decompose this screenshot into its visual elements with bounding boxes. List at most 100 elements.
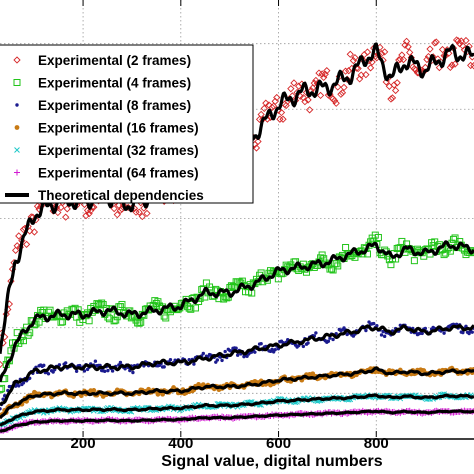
marker-diamond-open bbox=[423, 55, 431, 64]
marker-diamond-open bbox=[391, 86, 400, 95]
marker-square-open bbox=[118, 300, 126, 308]
theoretical-line bbox=[0, 366, 474, 420]
marker-dot bbox=[382, 334, 387, 339]
marker-dot bbox=[234, 346, 238, 350]
marker-square-open bbox=[160, 312, 168, 320]
marker-square-open bbox=[98, 299, 106, 307]
marker-diamond-open bbox=[260, 104, 268, 113]
marker-diamond-open bbox=[30, 228, 39, 236]
x-tick-label: 800 bbox=[364, 435, 389, 452]
marker-dot bbox=[162, 365, 166, 369]
marker-square-open bbox=[410, 257, 418, 265]
marker-diamond-open bbox=[12, 246, 20, 254]
marker-diamond-open bbox=[132, 208, 140, 216]
marker-dot bbox=[42, 363, 46, 368]
legend-label: Experimental (64 frames) bbox=[38, 166, 199, 181]
marker-dot bbox=[375, 323, 379, 328]
marker-dot bbox=[106, 368, 110, 373]
marker-diamond-open bbox=[366, 64, 375, 72]
marker-dot bbox=[103, 369, 107, 373]
marker-square-open bbox=[5, 357, 13, 365]
legend-marker bbox=[15, 103, 19, 107]
legend-marker bbox=[13, 56, 21, 64]
marker-dot bbox=[273, 347, 277, 352]
marker-diamond-open bbox=[138, 212, 146, 221]
marker-diamond-open bbox=[362, 71, 370, 79]
marker-diamond-open bbox=[265, 101, 273, 109]
marker-diamond-open bbox=[63, 205, 71, 213]
marker-diamond-open bbox=[381, 48, 389, 56]
theoretical-line bbox=[0, 324, 474, 407]
marker-diamond-open bbox=[402, 37, 411, 45]
marker-diamond-open bbox=[312, 76, 320, 85]
marker-diamond-open bbox=[448, 61, 456, 69]
marker-diamond-open bbox=[276, 115, 284, 123]
marker-dot bbox=[270, 347, 274, 351]
marker-diamond-open bbox=[273, 93, 281, 102]
marker-diamond-open bbox=[279, 115, 287, 123]
series-4 bbox=[0, 365, 474, 420]
legend-entry: Experimental (32 frames) bbox=[14, 143, 199, 158]
series-2 bbox=[0, 231, 474, 394]
marker-diamond-open bbox=[295, 82, 303, 90]
marker-dot bbox=[259, 342, 263, 346]
marker-square-open bbox=[104, 313, 112, 321]
marker-dot bbox=[192, 362, 196, 366]
marker-dot bbox=[301, 344, 306, 349]
marker-dot bbox=[306, 341, 310, 345]
legend-entry: Theoretical dependencies bbox=[5, 188, 204, 203]
marker-diamond-open bbox=[57, 203, 65, 212]
marker-square-open bbox=[85, 317, 93, 325]
marker-diamond-open bbox=[431, 39, 439, 47]
legend-marker bbox=[14, 169, 20, 176]
marker-square-open bbox=[334, 262, 342, 270]
marker-diamond-open bbox=[268, 103, 276, 112]
legend-entry: Experimental (8 frames) bbox=[15, 98, 191, 113]
marker-diamond-open bbox=[452, 36, 461, 44]
marker-dot bbox=[253, 350, 257, 354]
plot-frame bbox=[0, 438, 474, 440]
marker-diamond-open bbox=[316, 91, 325, 100]
theoretical-line bbox=[0, 409, 474, 433]
legend-box bbox=[0, 44, 254, 204]
marker-dot bbox=[0, 407, 2, 411]
legend-label: Experimental (16 frames) bbox=[38, 121, 199, 136]
marker-square-open bbox=[24, 331, 32, 339]
legend-entry: Experimental (4 frames) bbox=[13, 76, 191, 91]
marker-square-open bbox=[318, 251, 326, 259]
marker-diamond-open bbox=[349, 56, 358, 65]
marker-square-open bbox=[162, 314, 170, 322]
marker-diamond-open bbox=[406, 48, 414, 57]
marker-diamond-open bbox=[309, 84, 317, 92]
marker-diamond-open bbox=[315, 69, 323, 77]
marker-diamond-open bbox=[426, 45, 434, 53]
marker-dot bbox=[201, 351, 205, 356]
marker-square-open bbox=[135, 319, 143, 327]
marker-diamond-open bbox=[334, 83, 342, 91]
marker-diamond-open bbox=[462, 36, 470, 45]
marker-dot bbox=[17, 384, 21, 388]
theoretical-line bbox=[0, 393, 474, 427]
marker-diamond-open bbox=[282, 101, 290, 110]
marker-diamond-open bbox=[113, 211, 121, 219]
marker-diamond-open bbox=[143, 209, 151, 218]
marker-diamond-open bbox=[388, 94, 397, 102]
marker-diamond-open bbox=[304, 96, 312, 104]
marker-diamond-open bbox=[262, 99, 270, 107]
marker-dot bbox=[331, 337, 335, 342]
x-axis-label: Signal value, digital numbers bbox=[161, 453, 382, 470]
marker-dot bbox=[215, 358, 220, 362]
marker-square-open bbox=[137, 318, 145, 326]
marker-diamond-open bbox=[459, 42, 467, 50]
marker-dot bbox=[46, 372, 51, 376]
marker-diamond-open bbox=[277, 108, 286, 117]
marker-dot bbox=[168, 357, 173, 362]
marker-dot bbox=[420, 331, 424, 336]
marker-diamond-open bbox=[340, 83, 348, 92]
marker-diamond-open bbox=[390, 81, 398, 89]
marker-dot bbox=[326, 339, 331, 343]
x-tick-label: 200 bbox=[71, 435, 96, 452]
marker-dot bbox=[118, 360, 123, 365]
marker-diamond-open bbox=[116, 206, 125, 215]
